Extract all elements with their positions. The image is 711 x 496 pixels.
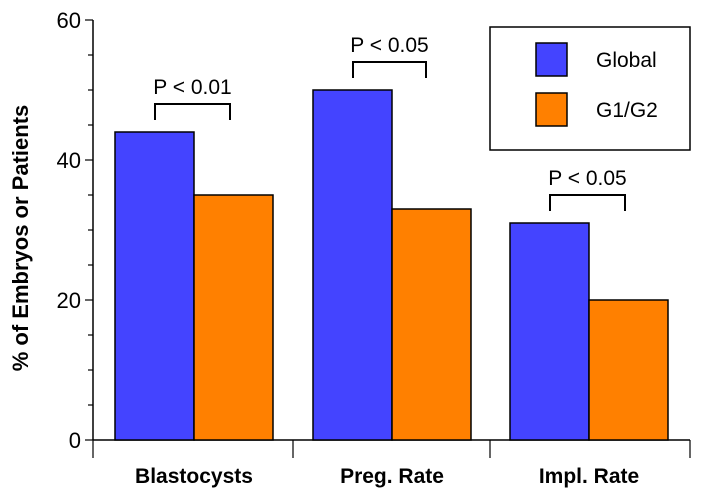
bar-global [114,131,195,441]
legend-label: Global [596,49,657,72]
significance-bracket [154,103,231,120]
significance-bracket [352,61,427,78]
y-tick-label: 20 [57,288,81,313]
y-tick-label: 0 [69,428,81,453]
bar-g1-g2 [588,299,669,441]
significance-label: P < 0.05 [350,34,428,57]
significance-bracket [549,194,626,211]
y-tick-label: 40 [57,148,81,173]
bar-g1-g2 [391,208,472,441]
x-category-label: Impl. Rate [539,465,639,488]
bar-global [312,89,393,441]
legend-swatch [535,92,568,127]
significance-label: P < 0.01 [153,76,231,99]
legend: Global G1/G2 [489,26,691,151]
bar-g1-g2 [193,194,274,441]
legend-label: G1/G2 [596,99,658,122]
legend-box [489,26,691,151]
bar-global [509,222,590,441]
significance-label: P < 0.05 [548,167,626,190]
x-category-label: Blastocysts [135,465,253,488]
legend-swatch [535,42,568,77]
y-tick-label: 60 [57,8,81,33]
bars [114,89,669,441]
axes: 0 20 40 60 Blastocysts Preg. Rate Impl. Rate [57,8,691,488]
x-category-label: Preg. Rate [340,465,444,488]
y-axis-title: % of Embryos or Patients [8,105,33,372]
significance-annotations: P < 0.01 P < 0.05 P < 0.05 [153,34,627,211]
